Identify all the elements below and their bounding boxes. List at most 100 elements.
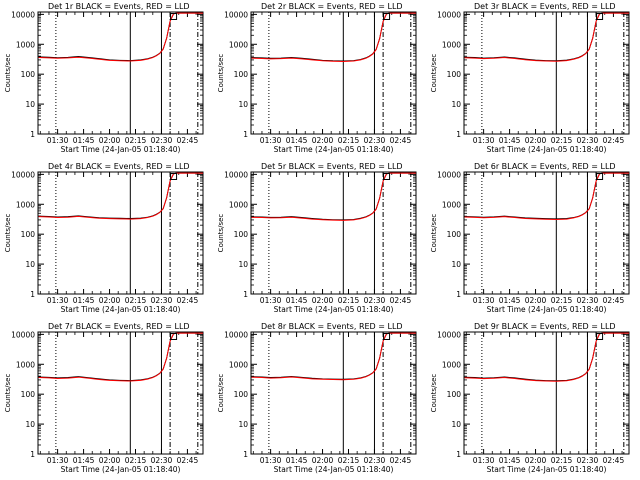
panel-det-7: Det 7r BLACK = Events, RED = LLD 1 10 100 10… <box>4 322 204 474</box>
panel-title: Det 6r BLACK = Events, RED = LLD <box>474 162 616 171</box>
y-tick-label: 10000 <box>224 330 248 339</box>
plot-frame <box>463 11 630 135</box>
series-line-events <box>464 332 629 382</box>
x-tick-label: 01:30 <box>47 296 69 305</box>
x-tick-label: 01:30 <box>47 456 69 465</box>
x-tick-label: 02:30 <box>364 136 386 145</box>
y-tick-label: 100 <box>447 230 462 239</box>
y-tick-label: 100 <box>21 70 36 79</box>
square-marker <box>596 172 604 180</box>
y-axis-label: Counts/sec <box>4 54 12 93</box>
x-tick-label: 02:00 <box>312 456 334 465</box>
panel-det-2: Det 2r BLACK = Events, RED = LLD 1 10 100 10… <box>217 2 417 154</box>
y-tick-label: 1 <box>456 290 461 299</box>
x-axis-label: Start Time (24-Jan-05 01:18:40) <box>487 305 607 314</box>
panel-det-5: Det 5r BLACK = Events, RED = LLD 1 10 100 10… <box>217 162 417 314</box>
square-marker <box>383 12 391 20</box>
y-tick-label: 10000 <box>437 170 461 179</box>
x-tick-label: 02:15 <box>551 456 573 465</box>
square-marker <box>383 172 391 180</box>
x-tick-label: 02:15 <box>551 136 573 145</box>
x-tick-label: 02:45 <box>603 136 625 145</box>
y-tick-label: 10 <box>25 420 35 429</box>
series-line-events <box>251 12 416 62</box>
x-tick-label: 02:30 <box>151 296 173 305</box>
x-tick-label: 02:45 <box>177 136 199 145</box>
y-tick-label: 10 <box>25 260 35 269</box>
x-axis-label: Start Time (24-Jan-05 01:18:40) <box>487 465 607 474</box>
x-tick-label: 02:45 <box>603 296 625 305</box>
x-tick-label: 02:15 <box>125 456 147 465</box>
y-tick-label: 1 <box>30 130 35 139</box>
y-tick-label: 1000 <box>229 200 248 209</box>
y-tick-label: 10 <box>451 100 461 109</box>
x-tick-label: 01:45 <box>499 296 521 305</box>
x-tick-label: 02:30 <box>364 456 386 465</box>
y-axis-label: Counts/sec <box>430 214 438 253</box>
y-tick-label: 10 <box>451 420 461 429</box>
y-tick-label: 1 <box>456 450 461 459</box>
square-marker <box>170 12 178 20</box>
series-line-events <box>38 12 203 62</box>
y-axis-label: Counts/sec <box>4 214 12 253</box>
x-tick-label: 02:00 <box>99 296 121 305</box>
x-tick-label: 01:30 <box>260 456 282 465</box>
square-marker <box>170 172 178 180</box>
panel-title: Det 1r BLACK = Events, RED = LLD <box>48 2 190 11</box>
series-line-lld <box>38 12 203 62</box>
plot-frame <box>250 331 417 455</box>
x-tick-label: 01:45 <box>499 456 521 465</box>
panel-title: Det 4r BLACK = Events, RED = LLD <box>48 162 190 171</box>
series-line-lld <box>251 172 416 221</box>
series-line-events <box>38 332 203 382</box>
x-axis-label: Start Time (24-Jan-05 01:18:40) <box>274 145 394 154</box>
y-tick-label: 100 <box>234 230 249 239</box>
y-tick-label: 10 <box>25 100 35 109</box>
y-tick-label: 100 <box>447 70 462 79</box>
series-line-lld <box>464 12 629 62</box>
plot-frame <box>463 331 630 455</box>
x-axis-label: Start Time (24-Jan-05 01:18:40) <box>61 145 181 154</box>
x-tick-label: 01:45 <box>73 456 95 465</box>
y-tick-label: 1 <box>30 290 35 299</box>
panel-title: Det 8r BLACK = Events, RED = LLD <box>261 322 403 331</box>
x-tick-label: 02:30 <box>577 136 599 145</box>
square-marker <box>383 332 391 340</box>
x-tick-label: 02:30 <box>577 296 599 305</box>
y-axis-label: Counts/sec <box>430 54 438 93</box>
panel-title: Det 5r BLACK = Events, RED = LLD <box>261 162 403 171</box>
x-tick-label: 02:45 <box>390 296 412 305</box>
x-axis-label: Start Time (24-Jan-05 01:18:40) <box>61 305 181 314</box>
y-tick-label: 1000 <box>442 40 461 49</box>
y-tick-label: 10000 <box>437 330 461 339</box>
panel-det-9: Det 9r BLACK = Events, RED = LLD 1 10 100 10… <box>430 322 630 474</box>
y-tick-label: 10 <box>238 420 248 429</box>
square-marker <box>596 332 604 340</box>
x-tick-label: 02:00 <box>99 456 121 465</box>
y-axis-label: Counts/sec <box>217 374 225 413</box>
x-tick-label: 01:45 <box>286 296 308 305</box>
panel-title: Det 2r BLACK = Events, RED = LLD <box>261 2 403 11</box>
x-axis-label: Start Time (24-Jan-05 01:18:40) <box>274 305 394 314</box>
series-line-lld <box>251 332 416 381</box>
x-axis-label: Start Time (24-Jan-05 01:18:40) <box>61 465 181 474</box>
y-tick-label: 10000 <box>11 10 35 19</box>
x-tick-label: 02:00 <box>525 296 547 305</box>
plot-frame <box>37 331 204 455</box>
y-tick-label: 10000 <box>11 170 35 179</box>
x-tick-label: 02:00 <box>525 136 547 145</box>
x-tick-label: 02:45 <box>390 456 412 465</box>
x-tick-label: 02:15 <box>338 456 360 465</box>
x-tick-label: 01:45 <box>73 136 95 145</box>
x-tick-label: 02:15 <box>125 136 147 145</box>
plot-frame <box>463 171 630 295</box>
panel-title: Det 7r BLACK = Events, RED = LLD <box>48 322 190 331</box>
x-tick-label: 02:45 <box>177 456 199 465</box>
y-tick-label: 10000 <box>11 330 35 339</box>
series-line-lld <box>38 332 203 382</box>
x-tick-label: 01:30 <box>473 136 495 145</box>
y-tick-label: 10 <box>238 100 248 109</box>
x-tick-label: 01:45 <box>499 136 521 145</box>
x-tick-label: 02:15 <box>338 136 360 145</box>
